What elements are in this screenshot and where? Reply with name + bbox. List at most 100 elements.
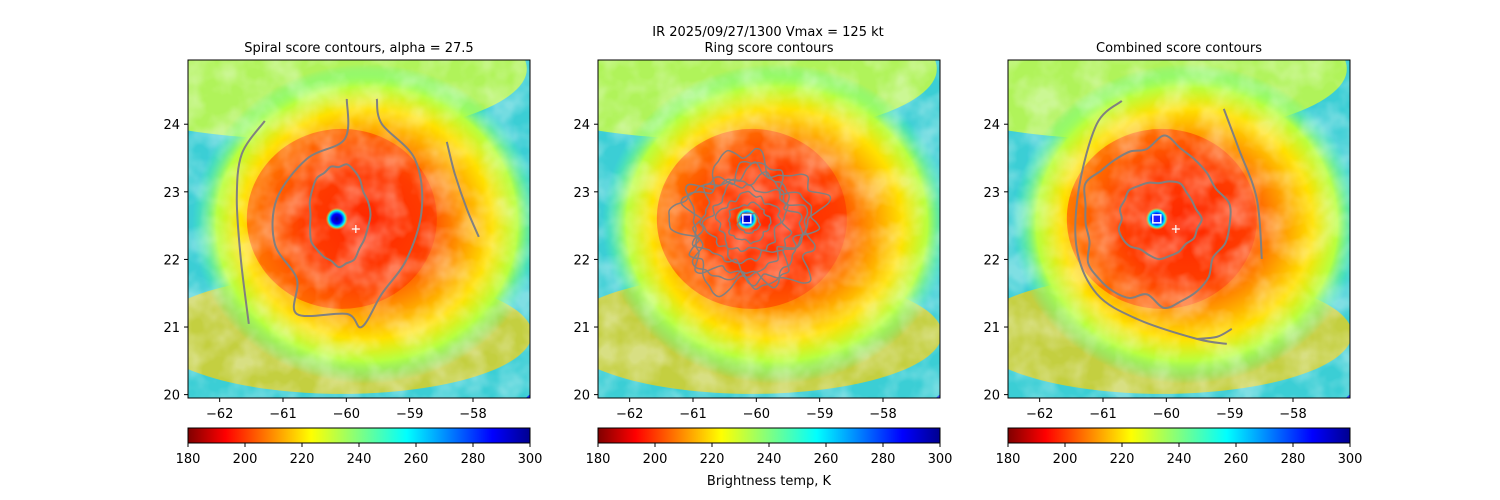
y-tick-label: 22 <box>573 253 590 268</box>
colorbar-gradient <box>187 427 531 444</box>
x-tick-label: −59 <box>1216 407 1243 422</box>
contour-line <box>235 120 266 325</box>
center-square-marker <box>1152 214 1162 224</box>
panel-1: Spiral score contours, alpha = 27.5−62 −6… <box>163 41 543 467</box>
contour-lines <box>1074 100 1263 345</box>
colorbar-tick-label: 260 <box>814 452 839 467</box>
x-tick-label: −59 <box>806 407 833 422</box>
colorbar-tick-label: 260 <box>1224 452 1249 467</box>
contour-line <box>727 201 772 245</box>
colorbar-tick-label: 220 <box>290 452 315 467</box>
colorbar-tick-label: 200 <box>1053 452 1078 467</box>
contour-line <box>1222 108 1263 259</box>
x-tick-label: −60 <box>743 407 770 422</box>
colorbar-tick-label: 240 <box>757 452 782 467</box>
panel-title: Combined score contours <box>1096 41 1262 56</box>
x-tick-label: −62 <box>616 407 643 422</box>
colorbar-tick-label: 280 <box>871 452 896 467</box>
colorbar-tick-label: 300 <box>928 452 953 467</box>
colorbar-tick-label: 280 <box>461 452 486 467</box>
colorbar: 180 200 220 240 260 280 300 <box>996 427 1363 467</box>
x-tick-label: −61 <box>269 407 296 422</box>
y-tick-label: 23 <box>983 186 1000 201</box>
contour-lines <box>235 98 480 329</box>
x-tick-label: −58 <box>1279 407 1306 422</box>
colorbar: 180 200 220 240 260 280 300 <box>586 427 953 467</box>
contour-line <box>687 161 809 291</box>
colorbar-tick-label: 180 <box>586 452 611 467</box>
panel-title: Ring score contours <box>704 41 833 56</box>
x-tick-label: −61 <box>679 407 706 422</box>
ir-image <box>188 60 530 398</box>
x-tick-label: −62 <box>206 407 233 422</box>
panel-title: Spiral score contours, alpha = 27.5 <box>244 41 473 56</box>
y-tick-label: 20 <box>983 389 1000 404</box>
center-square-marker <box>742 214 752 224</box>
y-tick-label: 21 <box>573 321 590 336</box>
storm-eye <box>325 207 348 230</box>
panel-2: Ring score contours −62 −61 −60 −59 −58 20 21 22… <box>573 41 953 467</box>
y-tick-label: 20 <box>163 389 180 404</box>
x-tick-label: −58 <box>869 407 896 422</box>
contour-line <box>680 161 821 289</box>
colorbar-tick-label: 220 <box>700 452 725 467</box>
y-tick-label: 24 <box>163 118 180 133</box>
contour-lines <box>668 147 832 298</box>
colorbar: 180 200 220 240 260 280 300 <box>176 427 543 467</box>
colorbar-tick-label: 180 <box>996 452 1021 467</box>
x-axis: −62 −61 −60 −59 −58 <box>616 398 897 422</box>
figure-suptitle: IR 2025/09/27/1300 Vmax = 125 kt <box>652 25 883 40</box>
panels: Spiral score contours, alpha = 27.5−62 −6… <box>163 41 1363 467</box>
x-axis: −62 −61 −60 −59 −58 <box>206 398 487 422</box>
contour-line <box>714 190 782 253</box>
y-tick-label: 20 <box>573 389 590 404</box>
panel-3: Combined score contours −62 −61 −60 −59 −58 20… <box>983 41 1363 467</box>
colorbar-tick-label: 240 <box>1167 452 1192 467</box>
y-axis: 20 21 22 23 24 <box>163 118 188 404</box>
contour-line <box>1083 134 1232 310</box>
colorbar-tick-label: 280 <box>1281 452 1306 467</box>
axes-frame <box>1007 59 1351 399</box>
y-tick-label: 23 <box>573 186 590 201</box>
x-tick-label: −60 <box>1153 407 1180 422</box>
colorbar-tick-label: 260 <box>404 452 429 467</box>
y-axis: 20 21 22 23 24 <box>983 118 1008 404</box>
y-tick-label: 22 <box>163 253 180 268</box>
colorbar-tick-label: 200 <box>233 452 258 467</box>
contour-line <box>1196 328 1233 340</box>
axes-frame <box>187 59 531 399</box>
colorbar-tick-label: 200 <box>643 452 668 467</box>
colorbar-tick-label: 220 <box>1110 452 1135 467</box>
contour-line <box>736 212 762 235</box>
x-tick-label: −60 <box>333 407 360 422</box>
x-axis: −62 −61 −60 −59 −58 <box>1026 398 1307 422</box>
contour-line <box>1117 180 1203 261</box>
ir-image <box>598 60 940 398</box>
contour-line <box>271 98 424 329</box>
x-tick-label: −61 <box>1089 407 1116 422</box>
contour-line <box>668 147 832 298</box>
colorbar-tick-label: 180 <box>176 452 201 467</box>
colorbar-label: Brightness temp, K <box>707 474 832 489</box>
contour-line <box>308 163 372 269</box>
axes-frame <box>597 59 941 399</box>
y-tick-label: 21 <box>163 321 180 336</box>
x-tick-label: −58 <box>459 407 486 422</box>
y-tick-label: 24 <box>573 118 590 133</box>
colorbar-tick-label: 300 <box>1338 452 1363 467</box>
best-track-plus-marker <box>1171 225 1180 233</box>
y-tick-label: 23 <box>163 186 180 201</box>
best-track-plus-marker <box>351 225 360 233</box>
y-tick-label: 24 <box>983 118 1000 133</box>
x-tick-label: −59 <box>396 407 423 422</box>
colorbar-tick-label: 240 <box>347 452 372 467</box>
y-tick-label: 21 <box>983 321 1000 336</box>
contour-line <box>1074 100 1227 345</box>
contour-line <box>701 181 793 265</box>
colorbar-gradient <box>597 427 941 444</box>
colorbar-tick-label: 300 <box>518 452 543 467</box>
contour-line <box>445 141 480 238</box>
ir-image <box>1008 60 1350 398</box>
colorbar-gradient <box>1007 427 1351 444</box>
